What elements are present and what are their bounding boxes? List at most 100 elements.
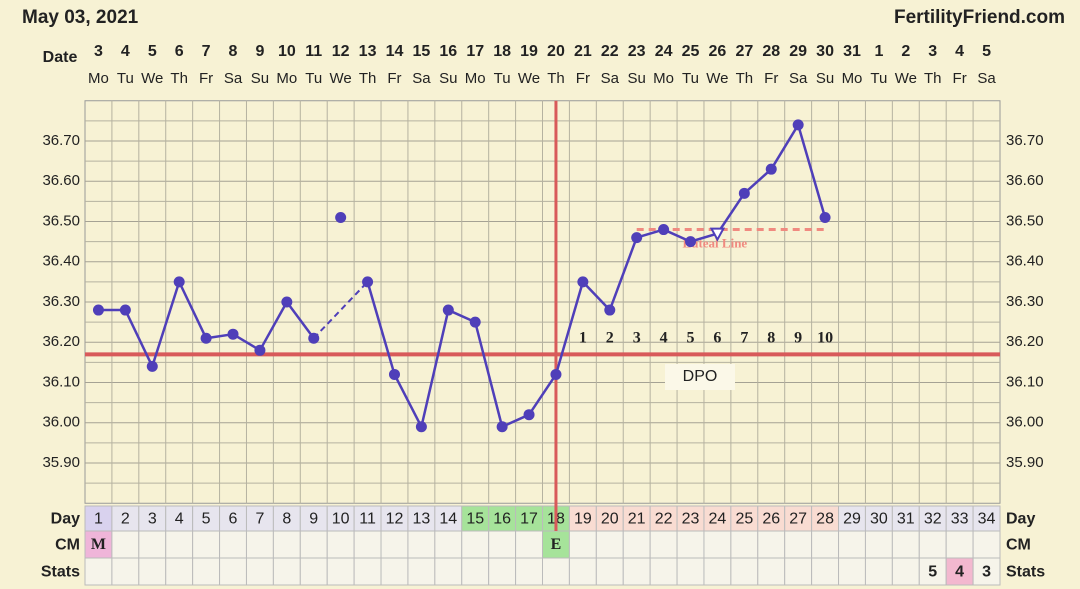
days-cell: 30 bbox=[870, 511, 888, 528]
date-number: 9 bbox=[255, 43, 264, 60]
days-cell: 5 bbox=[202, 511, 211, 528]
weekday: Th bbox=[170, 70, 188, 87]
date-number: 24 bbox=[655, 43, 673, 60]
days-cell: 24 bbox=[709, 511, 727, 528]
line-segment bbox=[178, 281, 208, 339]
line-segment bbox=[528, 373, 557, 416]
table-cell bbox=[622, 530, 651, 559]
table-cell bbox=[542, 557, 570, 586]
cm-cell: M bbox=[91, 536, 106, 553]
table-cell bbox=[138, 530, 167, 559]
point bbox=[658, 224, 670, 236]
table-cell bbox=[461, 557, 490, 586]
dpo-number: 8 bbox=[767, 330, 775, 347]
point bbox=[604, 304, 616, 316]
site-name: FertilityFriend.com bbox=[894, 7, 1065, 28]
line-segment bbox=[796, 124, 827, 218]
date-number: 1 bbox=[874, 43, 883, 60]
date-number: 17 bbox=[466, 43, 484, 60]
y-tick-label-right: 36.60 bbox=[1006, 172, 1044, 189]
table-cell bbox=[676, 557, 705, 586]
point bbox=[119, 304, 131, 316]
days-cell: 15 bbox=[466, 511, 484, 528]
point bbox=[200, 332, 212, 344]
date-number: 15 bbox=[412, 43, 430, 60]
weekday: Sa bbox=[601, 70, 620, 87]
table-cell bbox=[676, 530, 705, 559]
date-number: 4 bbox=[121, 43, 130, 60]
line-segment bbox=[554, 281, 585, 375]
row-label: Day bbox=[51, 511, 80, 528]
point bbox=[415, 421, 427, 433]
weekday: Tu bbox=[117, 70, 134, 87]
point bbox=[496, 421, 508, 433]
y-tick-label: 36.70 bbox=[42, 132, 80, 149]
line-segment bbox=[366, 281, 396, 375]
table-cell bbox=[972, 530, 1001, 559]
table-cell bbox=[353, 557, 382, 586]
date-number: 28 bbox=[762, 43, 780, 60]
days-cell: 14 bbox=[439, 511, 457, 528]
table-cell bbox=[972, 505, 1001, 532]
date-number: 23 bbox=[628, 43, 646, 60]
days-cell: 28 bbox=[816, 511, 834, 528]
date-number: 5 bbox=[148, 43, 157, 60]
y-tick-label-right: 36.50 bbox=[1006, 212, 1044, 229]
table-cell bbox=[353, 505, 382, 532]
date-number: 14 bbox=[386, 43, 404, 60]
dpo-number: 9 bbox=[794, 330, 802, 347]
weekday: Tu bbox=[682, 70, 699, 87]
weekday: Th bbox=[547, 70, 565, 87]
weekday: Sa bbox=[412, 70, 431, 87]
dpo-number: 3 bbox=[633, 330, 641, 347]
weekday: Su bbox=[439, 70, 457, 87]
point bbox=[577, 276, 589, 288]
point bbox=[92, 304, 104, 316]
row-label-right: Stats bbox=[1006, 564, 1045, 581]
weekday: Mo bbox=[653, 70, 674, 87]
table-cell bbox=[838, 557, 866, 586]
table-cell bbox=[84, 557, 113, 586]
line-segment bbox=[581, 281, 611, 311]
date-number: 7 bbox=[202, 43, 211, 60]
row-label: CM bbox=[55, 537, 80, 554]
dpo-number: 7 bbox=[740, 330, 748, 347]
table-cell bbox=[730, 557, 759, 586]
table-cell bbox=[84, 505, 113, 532]
table-cell bbox=[972, 557, 1001, 586]
table-cell bbox=[488, 557, 517, 586]
days-cell: 26 bbox=[762, 511, 780, 528]
date-number: 6 bbox=[175, 43, 184, 60]
days-cell: 7 bbox=[255, 511, 264, 528]
table-cell bbox=[245, 530, 274, 559]
table-cell bbox=[784, 530, 813, 559]
y-tick-label: 36.10 bbox=[42, 373, 80, 390]
table-cell bbox=[945, 530, 974, 559]
weekday: We bbox=[518, 70, 540, 87]
date-number: 30 bbox=[816, 43, 834, 60]
line-segment bbox=[285, 301, 315, 339]
table-cell bbox=[111, 505, 140, 532]
y-tick-label-right: 36.10 bbox=[1006, 373, 1044, 390]
weekday: We bbox=[141, 70, 163, 87]
point bbox=[792, 119, 804, 131]
point bbox=[738, 187, 750, 199]
weekday: Fr bbox=[199, 70, 213, 87]
y-tick-label: 35.90 bbox=[42, 454, 80, 471]
table-cell bbox=[488, 530, 517, 559]
date-number: 5 bbox=[982, 43, 991, 60]
table-cell bbox=[353, 530, 382, 559]
weekday: Sa bbox=[789, 70, 808, 87]
table-cell bbox=[811, 530, 840, 559]
row-label-right: Day bbox=[1006, 511, 1035, 528]
point bbox=[685, 236, 697, 248]
date-number: 3 bbox=[928, 43, 937, 60]
table-cell bbox=[757, 557, 786, 586]
point bbox=[308, 332, 320, 344]
weekday: Su bbox=[251, 70, 269, 87]
dpo-number: 1 bbox=[579, 330, 587, 347]
y-tick-label-right: 36.20 bbox=[1006, 333, 1044, 350]
weekday: Tu bbox=[494, 70, 511, 87]
table-cell bbox=[864, 557, 893, 586]
table-cell bbox=[219, 557, 247, 586]
